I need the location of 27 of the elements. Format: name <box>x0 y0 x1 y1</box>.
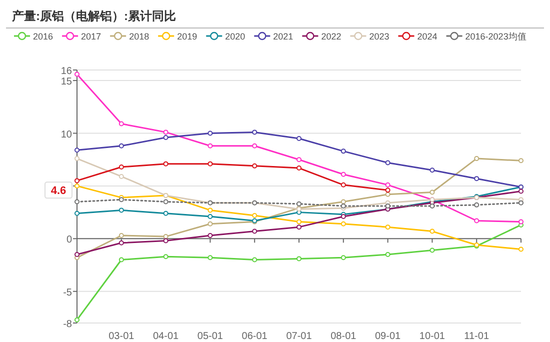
x-tick-label: 07-01 <box>286 331 312 342</box>
chart-title: 产量:原铝（电解铝）:累计同比 <box>11 9 176 23</box>
legend-label: 2016 <box>33 32 54 42</box>
x-tick-label: 08-01 <box>330 331 357 342</box>
y-tick-label: 15 <box>60 76 72 88</box>
y-tick-label: 16 <box>60 66 72 77</box>
legend-label: 2018 <box>129 32 150 42</box>
x-tick-label: 04-01 <box>153 331 180 342</box>
legend-label: 2017 <box>81 32 102 42</box>
y-tick-label: 0 <box>66 234 72 246</box>
legend-label: 2016-2023均值 <box>465 32 526 42</box>
y-tick-label: -5 <box>63 287 72 298</box>
y-tick-label: -8 <box>63 319 72 330</box>
x-tick-label: 03-01 <box>108 331 135 342</box>
legend-label: 2021 <box>273 32 294 42</box>
x-tick-label: 10-01 <box>419 331 446 342</box>
x-tick-label: 11-01 <box>464 331 490 342</box>
legend-label: 2019 <box>177 32 198 42</box>
legend-label: 2022 <box>321 32 342 42</box>
x-tick-label: 06-01 <box>242 331 268 342</box>
x-tick-label: 09-01 <box>375 331 402 342</box>
legend-label: 2020 <box>225 32 246 42</box>
text: 4.6 <box>50 185 66 198</box>
legend-label: 2024 <box>417 32 438 42</box>
legend-label: 2023 <box>369 32 390 42</box>
x-tick-label: 05-01 <box>197 331 224 342</box>
y-tick-label: 10 <box>60 129 72 140</box>
